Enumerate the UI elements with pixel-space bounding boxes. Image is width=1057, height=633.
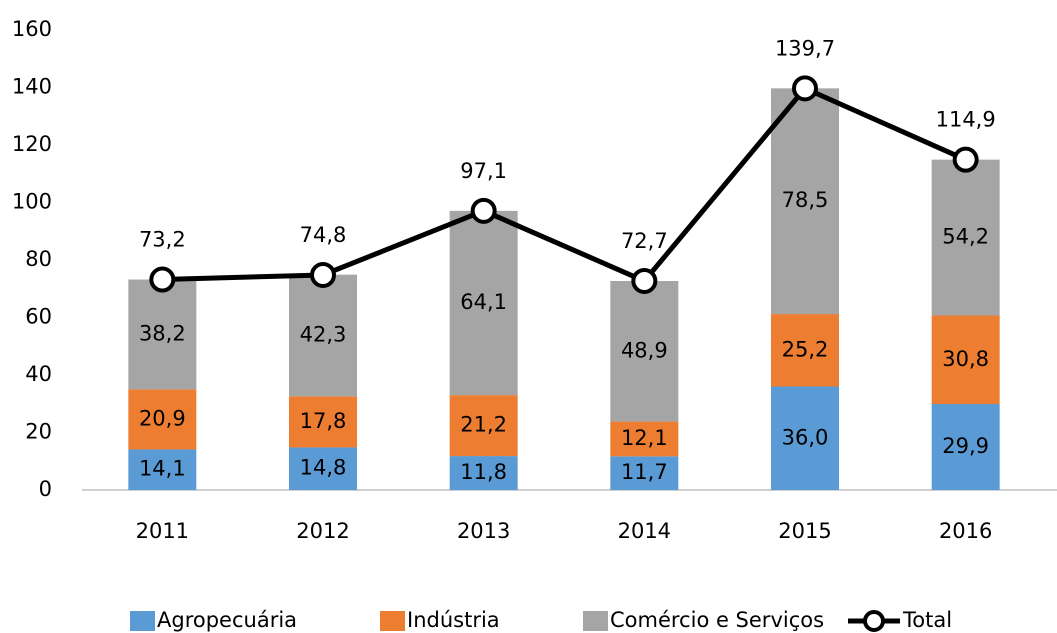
legend-marker bbox=[863, 610, 885, 632]
y-tick-label: 0 bbox=[39, 477, 52, 501]
line-marker bbox=[631, 267, 658, 294]
x-tick-label: 2016 bbox=[939, 519, 992, 543]
y-tick-label: 80 bbox=[25, 247, 52, 271]
y-tick-label: 60 bbox=[25, 305, 52, 329]
x-tick-label: 2014 bbox=[618, 519, 671, 543]
x-tick-label: 2013 bbox=[457, 519, 510, 543]
data-label: 139,7 bbox=[775, 36, 835, 60]
data-label: 97,1 bbox=[460, 159, 507, 183]
bar-segment bbox=[931, 315, 1000, 405]
data-label: 14,1 bbox=[139, 457, 186, 481]
bar-segment bbox=[449, 456, 518, 490]
y-tick-label: 40 bbox=[25, 362, 52, 386]
bar-segment bbox=[931, 159, 1000, 316]
data-label: 36,0 bbox=[782, 425, 829, 449]
data-label: 11,8 bbox=[460, 460, 507, 484]
legend-swatch bbox=[130, 611, 155, 631]
legend-swatch bbox=[380, 611, 405, 631]
data-label: 21,2 bbox=[460, 413, 507, 437]
line-marker bbox=[470, 197, 497, 224]
bar-segment bbox=[610, 280, 679, 422]
data-label: 74,8 bbox=[300, 223, 347, 247]
legend-label: Agropecuária bbox=[157, 608, 297, 632]
data-label: 114,9 bbox=[936, 108, 996, 132]
line-marker bbox=[149, 266, 176, 293]
data-label: 12,1 bbox=[621, 426, 668, 450]
data-label: 25,2 bbox=[782, 337, 829, 361]
y-tick-label: 100 bbox=[12, 190, 52, 214]
bar-segment bbox=[128, 449, 197, 490]
data-label: 38,2 bbox=[139, 321, 186, 345]
bar-segment bbox=[289, 396, 357, 448]
bar-segment bbox=[289, 274, 357, 397]
legend-swatch bbox=[583, 611, 608, 631]
bar-segment bbox=[771, 314, 839, 387]
y-tick-label: 20 bbox=[25, 420, 52, 444]
data-label: 14,8 bbox=[300, 456, 347, 480]
y-tick-label: 160 bbox=[12, 17, 52, 41]
data-label: 11,7 bbox=[621, 460, 668, 484]
data-label: 72,7 bbox=[621, 229, 668, 253]
data-label: 73,2 bbox=[139, 228, 186, 252]
bar-segment bbox=[449, 210, 518, 396]
total-line bbox=[162, 85, 967, 284]
legend-label: Indústria bbox=[407, 608, 500, 632]
data-label: 64,1 bbox=[460, 290, 507, 314]
line-marker bbox=[952, 146, 979, 173]
data-label: 48,9 bbox=[621, 338, 668, 362]
legend-label: Total bbox=[902, 608, 952, 632]
line-marker bbox=[310, 261, 336, 288]
bar-segment bbox=[771, 386, 839, 490]
bar-segment bbox=[931, 404, 1000, 490]
bar-segment bbox=[771, 88, 839, 315]
data-label: 30,8 bbox=[942, 347, 989, 371]
x-tick-label: 2011 bbox=[136, 519, 189, 543]
data-label: 17,8 bbox=[300, 409, 347, 433]
y-tick-label: 140 bbox=[12, 75, 52, 99]
x-tick-label: 2015 bbox=[778, 519, 831, 543]
data-label: 78,5 bbox=[782, 188, 829, 212]
bar-segment bbox=[128, 389, 197, 450]
data-label: 54,2 bbox=[942, 225, 989, 249]
bar-segment bbox=[610, 456, 679, 490]
bar-segment bbox=[449, 395, 518, 457]
x-tick-label: 2012 bbox=[296, 519, 349, 543]
data-label: 20,9 bbox=[139, 406, 186, 430]
data-label: 29,9 bbox=[942, 434, 989, 458]
legend-label: Comércio e Serviços bbox=[610, 608, 824, 632]
data-label: 42,3 bbox=[300, 322, 347, 346]
line-marker bbox=[792, 75, 818, 102]
bar-segment bbox=[289, 447, 357, 490]
y-tick-label: 120 bbox=[12, 132, 52, 156]
bar-segment bbox=[128, 279, 197, 390]
bar-segment bbox=[610, 421, 679, 457]
